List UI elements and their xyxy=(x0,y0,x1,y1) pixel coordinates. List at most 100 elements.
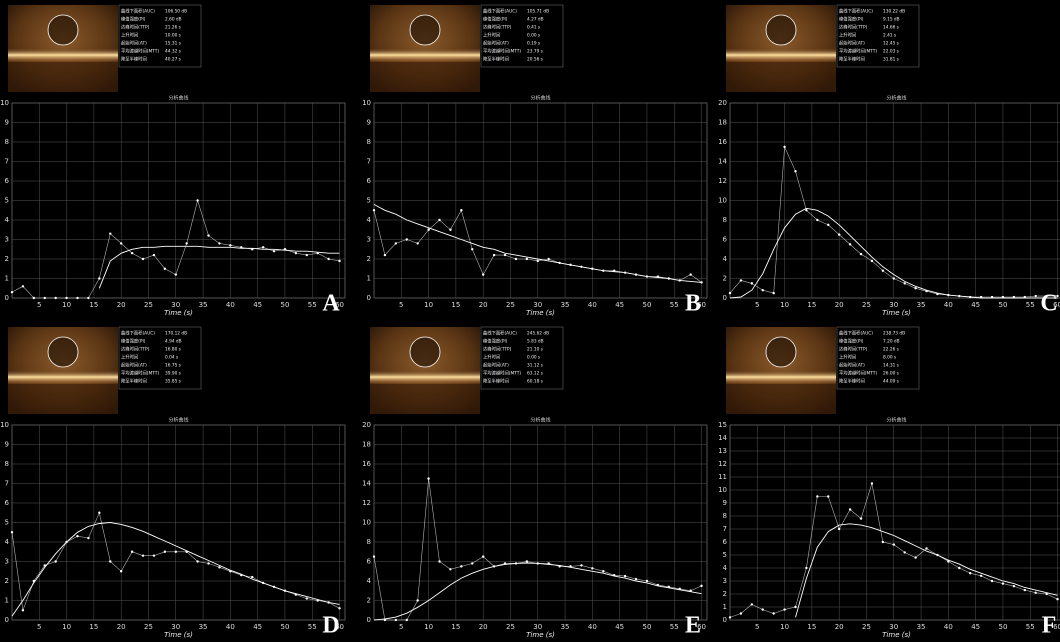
param-value: 22.03 s xyxy=(883,49,900,55)
param-label: 起始时间(AT) xyxy=(121,362,147,369)
param-value: 5.83 dB xyxy=(527,339,544,345)
y-tick-label: 14 xyxy=(718,434,727,442)
param-label: 峰值强度(PI) xyxy=(121,16,146,23)
data-point xyxy=(816,219,818,221)
y-tick-label: 7 xyxy=(723,525,727,533)
y-tick-label: 0 xyxy=(723,294,727,302)
param-value: 44.32 s xyxy=(165,49,182,55)
param-label: 起始时间(AT) xyxy=(839,362,865,369)
x-tick-label: 50 xyxy=(998,301,1007,309)
y-tick-label: 5 xyxy=(5,519,9,527)
ultrasound-shadow xyxy=(726,62,836,92)
data-point xyxy=(482,273,484,275)
data-point xyxy=(980,575,982,577)
y-tick-label: 0 xyxy=(5,294,9,302)
data-point xyxy=(1035,592,1037,594)
data-point xyxy=(76,297,78,299)
y-tick-label: 7 xyxy=(5,480,9,488)
x-tick-label: 30 xyxy=(171,623,180,631)
ultrasound-shadow xyxy=(370,62,480,92)
data-point xyxy=(196,560,198,562)
data-point xyxy=(427,477,429,479)
param-label: 起始时间(AT) xyxy=(839,40,865,47)
x-tick-label: 45 xyxy=(615,623,624,631)
param-label: 曲线下面积(AUC) xyxy=(839,330,873,337)
param-label: 平均渡越时间(MTT) xyxy=(121,370,159,377)
y-tick-label: 6 xyxy=(723,236,728,244)
param-label: 平均渡越时间(MTT) xyxy=(121,48,159,55)
data-point xyxy=(11,291,13,293)
x-tick-label: 55 xyxy=(1026,623,1035,631)
data-point xyxy=(207,234,209,236)
chart-title: 分析曲线 xyxy=(168,95,188,102)
param-value: 21.26 s xyxy=(165,25,182,31)
data-point xyxy=(860,253,862,255)
x-tick-label: 30 xyxy=(533,623,542,631)
figure: 曲线下面积(AUC)106.50 dB峰值强度(PI)2.60 dB达峰时间(T… xyxy=(0,0,1060,642)
data-point xyxy=(914,556,916,558)
data-point xyxy=(882,541,884,543)
y-tick-label: 0 xyxy=(5,616,9,624)
data-point xyxy=(493,254,495,256)
y-tick-label: 1 xyxy=(5,597,9,605)
data-point xyxy=(729,616,731,618)
data-point xyxy=(338,260,340,262)
data-point xyxy=(903,282,905,284)
data-point xyxy=(262,246,264,248)
y-tick-label: 8 xyxy=(5,138,9,146)
param-label: 达峰时间(TTP) xyxy=(483,346,512,353)
y-tick-label: 20 xyxy=(362,421,371,429)
param-label: 上升时间 xyxy=(839,354,856,361)
param-value: 26.00 s xyxy=(883,371,900,377)
y-tick-label: 9 xyxy=(723,499,727,507)
y-tick-label: 6 xyxy=(5,177,10,185)
x-tick-label: 10 xyxy=(424,301,433,309)
x-axis-label: Time (s) xyxy=(882,631,911,639)
data-point xyxy=(295,252,297,254)
roi-circle xyxy=(766,15,796,45)
x-tick-label: 40 xyxy=(588,623,597,631)
x-tick-label: 10 xyxy=(780,623,789,631)
data-point xyxy=(306,254,308,256)
data-point xyxy=(185,242,187,244)
param-value: 20.56 s xyxy=(527,57,544,63)
param-value: 0.41 s xyxy=(527,25,541,31)
data-point xyxy=(395,619,397,621)
data-point xyxy=(471,248,473,250)
data-point xyxy=(416,242,418,244)
data-point xyxy=(591,567,593,569)
x-tick-label: 20 xyxy=(835,301,844,309)
param-value: 16.80 s xyxy=(165,347,182,353)
data-point xyxy=(805,209,807,211)
y-tick-label: 16 xyxy=(718,138,727,146)
panel-letter: A xyxy=(322,291,340,317)
data-point xyxy=(164,551,166,553)
param-label: 降至半峰时间 xyxy=(483,378,509,385)
data-point xyxy=(602,570,604,572)
x-tick-label: 45 xyxy=(971,623,980,631)
x-tick-label: 20 xyxy=(117,301,126,309)
data-point xyxy=(547,258,549,260)
y-tick-label: 4 xyxy=(723,564,728,572)
param-label: 降至半峰时间 xyxy=(121,56,147,63)
page: {"chart_data": [ {"type": "line", "label… xyxy=(0,0,1060,642)
x-tick-label: 40 xyxy=(226,301,235,309)
x-tick-label: 35 xyxy=(199,623,208,631)
x-tick-label: 55 xyxy=(670,623,679,631)
param-label: 曲线下面积(AUC) xyxy=(483,8,517,15)
data-point xyxy=(427,229,429,231)
data-point xyxy=(142,554,144,556)
x-tick-label: 25 xyxy=(862,301,871,309)
param-label: 平均渡越时间(MTT) xyxy=(483,370,521,377)
param-value: 0.00 s xyxy=(527,33,541,39)
data-point xyxy=(740,612,742,614)
data-point xyxy=(175,551,177,553)
data-point xyxy=(229,244,231,246)
y-tick-label: 9 xyxy=(5,441,9,449)
data-point xyxy=(384,254,386,256)
x-tick-label: 25 xyxy=(144,623,153,631)
x-tick-label: 15 xyxy=(451,623,460,631)
param-value: 22.26 s xyxy=(883,347,900,353)
data-point xyxy=(449,568,451,570)
data-point xyxy=(22,285,24,287)
